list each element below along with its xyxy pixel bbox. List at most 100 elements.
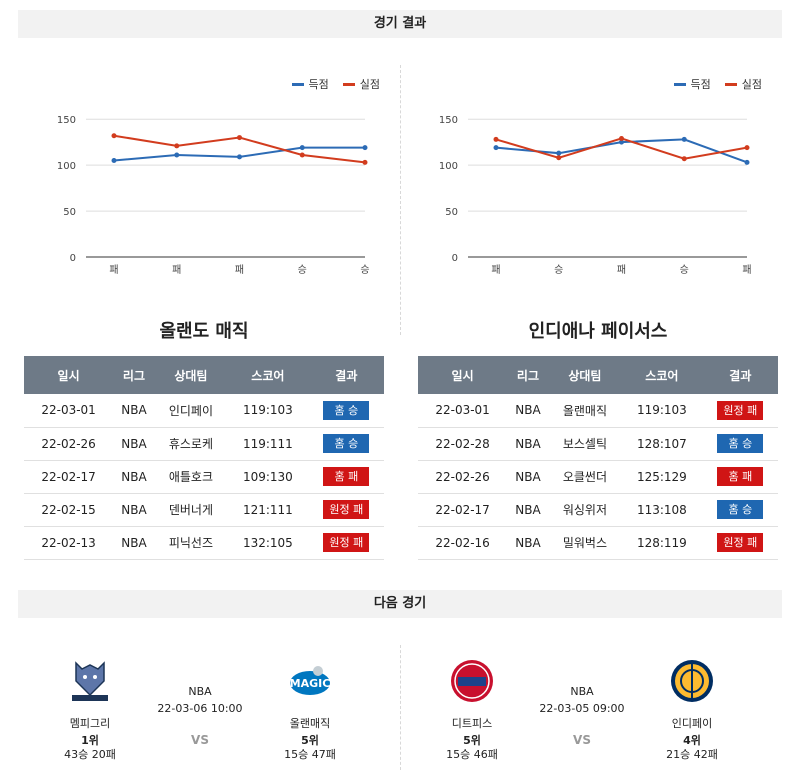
date-cell: 22-03-01 — [418, 394, 508, 428]
conceded-swatch — [724, 82, 737, 86]
result-badge: 홈 패 — [323, 467, 370, 486]
data-point — [237, 135, 242, 141]
score-cell: 113:108 — [621, 493, 703, 527]
x-tick-label: 승 — [360, 264, 369, 276]
result-badge: 홈 승 — [717, 500, 764, 519]
data-point — [556, 150, 562, 156]
x-tick-label: 패 — [617, 264, 626, 276]
x-tick-label: 패 — [172, 264, 181, 276]
home-team-rank: 1위 — [81, 734, 99, 747]
score-cell: 119:111 — [227, 427, 309, 461]
data-point — [362, 159, 368, 165]
x-tick-label: 승 — [298, 264, 307, 276]
home-team-record: 15승 46패 — [446, 748, 498, 761]
result-cell: 원정 패 — [702, 394, 778, 428]
results-divider — [400, 65, 401, 335]
result-badge: 원정 패 — [323, 533, 370, 552]
x-tick-label: 패 — [235, 264, 244, 276]
game-datetime: 22-03-06 10:00 — [157, 702, 243, 715]
y-tick-label: 0 — [452, 253, 458, 264]
data-point — [744, 159, 750, 165]
orlando-score-chart: 득점 실점 0 50 100 150 패 패 패 승 승 — [30, 60, 390, 290]
result-cell: 원정 패 — [308, 493, 384, 527]
y-tick-label: 150 — [57, 115, 76, 126]
pacers-logo-icon — [670, 659, 714, 703]
data-point — [619, 139, 624, 145]
result-cell: 원정 패 — [308, 526, 384, 560]
score-cell: 119:103 — [621, 394, 703, 428]
next-game-section-header: 다음 경기 — [18, 590, 782, 618]
game-datetime: 22-03-05 09:00 — [539, 702, 625, 715]
league-cell: NBA — [113, 493, 155, 527]
x-tick-label: 승 — [554, 264, 563, 276]
opponent-cell: 피닉선즈 — [154, 526, 228, 560]
away-team-record: 15승 47패 — [284, 748, 336, 761]
league-cell: NBA — [507, 394, 549, 428]
league-cell: NBA — [113, 427, 155, 461]
y-tick-label: 100 — [439, 161, 458, 172]
result-badge: 원정 패 — [323, 500, 370, 519]
data-point — [362, 145, 368, 151]
result-cell: 홈 승 — [308, 394, 384, 428]
data-point — [681, 136, 687, 142]
orlando-results-table: 일시 리그 상대팀 스코어 결과 22-03-01 NBA 인디페이 119:103 홈… — [24, 356, 384, 560]
table-row: 22-02-13 NBA 피닉선즈 132:105 원정 패 — [24, 526, 384, 560]
data-point — [493, 136, 499, 142]
data-point — [111, 158, 117, 164]
league-cell: NBA — [507, 493, 549, 527]
header-result: 결과 — [308, 356, 384, 394]
result-badge: 홈 승 — [323, 400, 370, 420]
indiana-title: 인디애나 페이서스 — [528, 321, 668, 342]
next-game-card[interactable]: 멤피그리 1위 43승 20패 NBA 22-03-06 10:00 VS MA… — [30, 655, 370, 775]
data-point — [299, 145, 305, 151]
x-tick-label: 패 — [109, 264, 118, 276]
home-team-record: 43승 20패 — [64, 748, 116, 761]
grizzlies-logo-icon — [68, 659, 112, 703]
opponent-cell: 밀워벅스 — [548, 526, 622, 560]
home-team-name: 멤피그리 — [69, 717, 111, 730]
result-cell: 홈 승 — [308, 427, 384, 461]
table-row: 22-02-15 NBA 덴버너게 121:111 원정 패 — [24, 493, 384, 527]
conceded-swatch — [342, 82, 355, 86]
date-cell: 22-02-13 — [24, 526, 114, 560]
chart-legend: 득점 실점 — [673, 76, 762, 92]
y-tick-label: 50 — [445, 207, 458, 218]
indiana-results-table: 일시 리그 상대팀 스코어 결과 22-03-01 NBA 올랜매직 119:103 원… — [418, 356, 778, 560]
data-point — [299, 152, 305, 158]
y-tick-label: 100 — [57, 161, 76, 172]
header-date: 일시 — [24, 356, 114, 394]
date-cell: 22-03-01 — [24, 394, 114, 428]
league-cell: NBA — [113, 460, 155, 494]
result-badge: 홈 승 — [717, 434, 764, 453]
result-cell: 홈 패 — [308, 460, 384, 494]
vs-label: VS — [573, 733, 591, 747]
data-point — [174, 152, 180, 158]
y-tick-label: 150 — [439, 115, 458, 126]
next-game-card[interactable]: 디트피스 5위 15승 46패 NBA 22-03-05 09:00 VS 인디… — [412, 655, 752, 775]
indiana-score-chart: 득점 실점 0 50 100 150 패 승 패 승 패 — [412, 60, 772, 290]
data-point — [744, 145, 750, 151]
vs-label: VS — [191, 733, 209, 747]
header-date: 일시 — [418, 356, 508, 394]
opponent-cell: 올랜매직 — [548, 394, 622, 428]
away-team-name: 올랜매직 — [289, 717, 331, 730]
result-cell: 홈 승 — [702, 493, 778, 527]
score-cell: 128:119 — [621, 526, 703, 560]
pistons-logo-icon — [450, 659, 494, 703]
score-cell: 128:107 — [621, 427, 703, 461]
legend-score-label: 득점 — [308, 78, 329, 91]
game-league: NBA — [570, 685, 594, 698]
score-cell: 119:103 — [227, 394, 309, 428]
date-cell: 22-02-26 — [418, 460, 508, 494]
score-cell: 125:129 — [621, 460, 703, 494]
svg-text:MAGIC: MAGIC — [290, 677, 331, 690]
line-chart-svg: 0 50 100 150 패 패 패 승 승 — [57, 115, 370, 276]
away-team-name: 인디페이 — [671, 717, 713, 730]
result-badge: 홈 패 — [717, 467, 764, 486]
header-score: 스코어 — [227, 356, 309, 394]
away-team-record: 21승 42패 — [666, 748, 718, 761]
table-row: 22-02-26 NBA 오클썬더 125:129 홈 패 — [418, 460, 778, 494]
opponent-cell: 워싱위저 — [548, 493, 622, 527]
header-score: 스코어 — [621, 356, 703, 394]
table-row: 22-02-28 NBA 보스셀틱 128:107 홈 승 — [418, 427, 778, 461]
